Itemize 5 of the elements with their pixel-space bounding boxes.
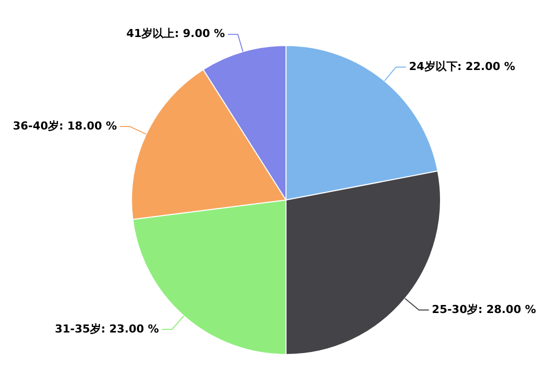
slice-label: 36-40岁: 18.00 % [12,119,117,132]
slice-label: 31-35岁: 23.00 % [54,322,159,336]
slice-label: 24岁以下: 22.00 % [408,60,516,73]
slice-label: 25-30岁: 28.00 % [432,302,536,316]
slice-label: 41岁以上: 9.00 % [126,27,225,40]
